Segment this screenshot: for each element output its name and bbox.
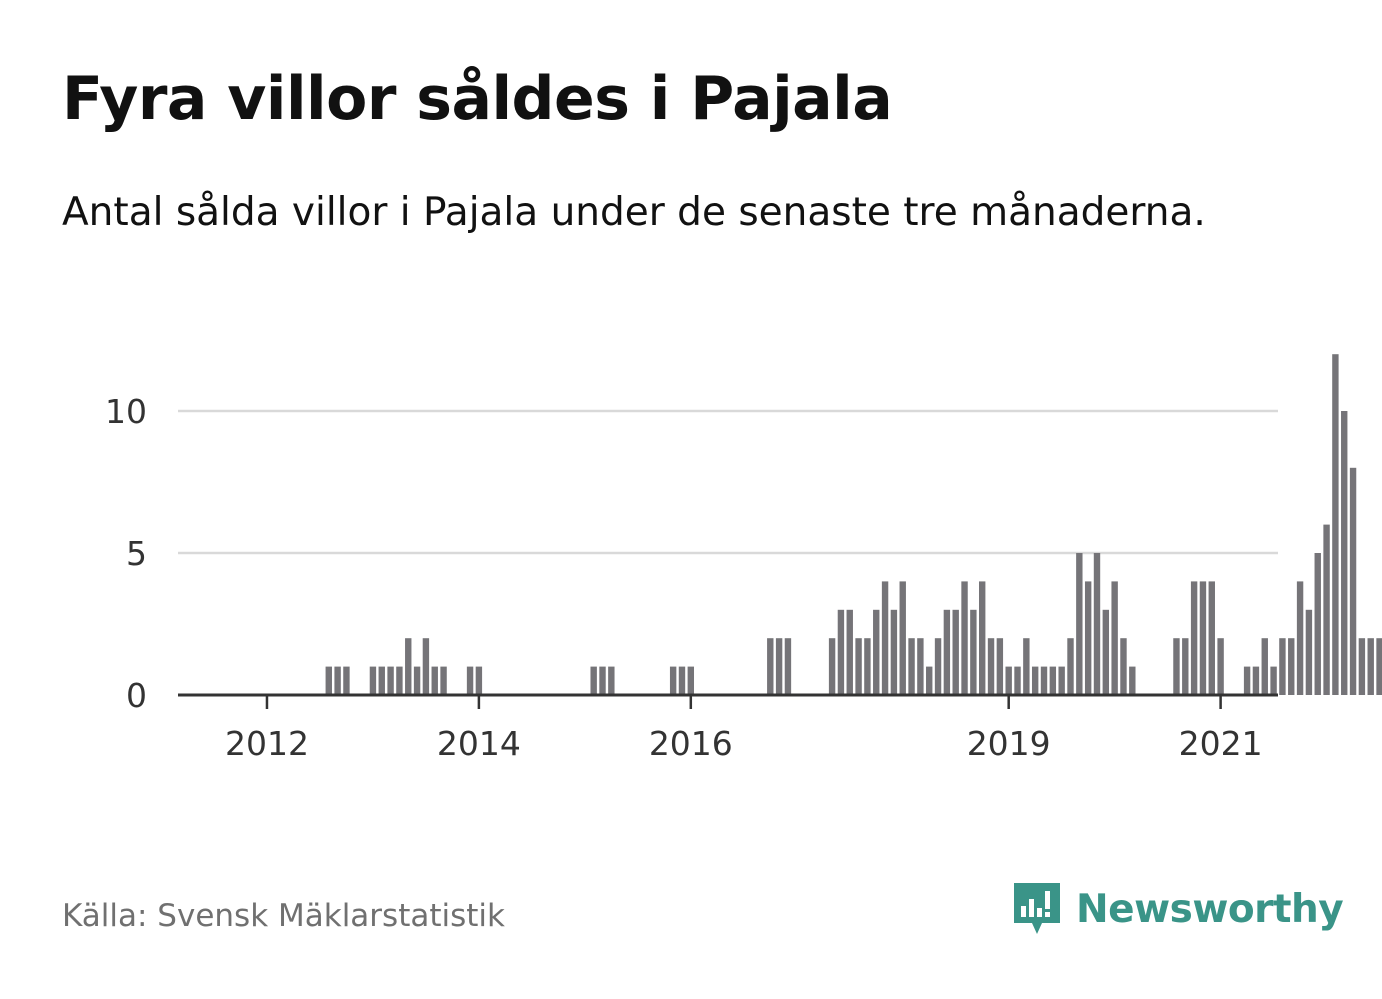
bar — [864, 638, 871, 695]
bar — [917, 638, 924, 695]
bar — [908, 638, 915, 695]
bar — [343, 666, 350, 695]
bar — [1120, 638, 1127, 695]
bar — [1270, 666, 1277, 695]
bar — [1093, 553, 1101, 695]
bar — [387, 666, 394, 695]
bar — [775, 638, 783, 695]
bar — [378, 666, 385, 695]
bar — [608, 666, 615, 695]
bar — [1376, 638, 1382, 695]
bar — [422, 638, 430, 695]
y-tick-label: 10 — [105, 392, 147, 431]
bar — [1358, 638, 1366, 695]
bar — [1314, 553, 1321, 695]
bar — [669, 666, 677, 695]
bar — [1023, 638, 1030, 695]
chart-subtitle: Antal sålda villor i Pajala under de sen… — [62, 190, 1206, 235]
bar — [1076, 553, 1083, 695]
bar — [1190, 581, 1198, 695]
newsworthy-logo-icon — [1014, 883, 1060, 934]
y-tick-label: 5 — [126, 534, 147, 573]
bar — [466, 666, 474, 695]
bar — [952, 609, 959, 695]
bar — [431, 666, 438, 695]
bar — [970, 609, 977, 695]
source-note: Källa: Svensk Mäklarstatistik — [62, 898, 505, 934]
y-tick-label: 0 — [126, 676, 147, 715]
bar — [1323, 524, 1330, 695]
bar — [1208, 581, 1215, 695]
bar — [873, 609, 880, 695]
bar — [687, 666, 695, 695]
x-tick-label: 2021 — [1179, 724, 1263, 763]
bar — [1279, 638, 1286, 695]
bar — [1349, 467, 1357, 695]
bar — [1084, 581, 1092, 695]
bar — [1049, 666, 1057, 695]
bar — [996, 638, 1004, 695]
bar — [961, 581, 968, 695]
bar — [1058, 666, 1065, 695]
bar — [1182, 638, 1189, 695]
bar — [1111, 581, 1118, 695]
bar — [846, 609, 853, 695]
bar — [979, 581, 986, 695]
bar — [1332, 354, 1339, 695]
x-tick-label: 2016 — [649, 724, 733, 763]
bar — [334, 666, 341, 695]
bar — [1199, 581, 1207, 695]
bar — [325, 666, 332, 695]
bar — [828, 638, 836, 695]
bar — [1031, 666, 1039, 695]
bar — [1305, 609, 1313, 695]
bar-chart: 05104201220142016201920212023 — [105, 354, 1382, 763]
bar — [855, 638, 862, 695]
bar — [943, 609, 951, 695]
bar — [1173, 638, 1180, 695]
x-tick-label: 2014 — [437, 724, 521, 763]
bar — [767, 638, 774, 695]
bar — [590, 666, 597, 695]
bar — [899, 581, 906, 695]
bar — [934, 638, 942, 695]
bar — [678, 666, 686, 695]
gridlines — [178, 409, 1278, 555]
bar — [1040, 666, 1048, 695]
bar — [1367, 638, 1374, 695]
tick-labels: 05104201220142016201920212023 — [105, 392, 1263, 763]
bar — [1102, 609, 1110, 695]
bar — [926, 666, 933, 695]
bar — [1243, 666, 1251, 695]
bar — [1341, 411, 1348, 695]
bar — [837, 609, 845, 695]
bar — [881, 581, 889, 695]
bar — [1252, 666, 1260, 695]
bars — [325, 354, 1382, 695]
bar — [369, 666, 377, 695]
brand-name: Newsworthy — [1076, 886, 1344, 932]
bar — [475, 666, 483, 695]
x-tick-label: 2012 — [225, 724, 309, 763]
bar — [413, 666, 421, 695]
bar — [1288, 638, 1295, 695]
bar — [396, 666, 403, 695]
bar — [890, 609, 898, 695]
bar — [987, 638, 995, 695]
x-tick-label: 2019 — [967, 724, 1051, 763]
bar — [1261, 638, 1268, 695]
bar — [405, 638, 412, 695]
bar — [1129, 666, 1136, 695]
bar — [1217, 638, 1224, 695]
x-axis — [178, 693, 1278, 709]
bar — [1014, 666, 1021, 695]
bar — [784, 638, 792, 695]
chart-title: Fyra villor såldes i Pajala — [62, 64, 893, 134]
bar — [1005, 666, 1012, 695]
bar — [440, 666, 447, 695]
newsworthy-logo[interactable]: Newsworthy — [1012, 878, 1344, 940]
bar — [1296, 581, 1304, 695]
bar — [1067, 638, 1074, 695]
bar — [599, 666, 606, 695]
